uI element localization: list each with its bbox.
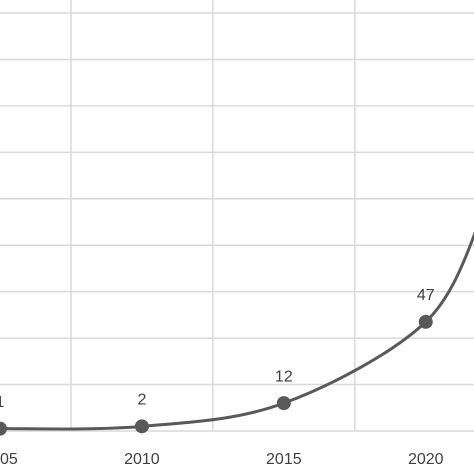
x-tick-label: 2010	[124, 451, 160, 468]
data-label: 2	[137, 392, 146, 409]
data-point	[0, 421, 7, 436]
data-label: 12	[275, 368, 293, 385]
data-point	[418, 314, 433, 329]
x-tick-label: 2015	[266, 451, 302, 468]
data-point	[276, 396, 291, 411]
data-label: 47	[417, 287, 435, 304]
data-point	[134, 419, 149, 434]
x-tick-label: 2005	[0, 451, 18, 468]
x-tick-label: 2020	[408, 451, 444, 468]
data-label: 1	[0, 394, 5, 411]
